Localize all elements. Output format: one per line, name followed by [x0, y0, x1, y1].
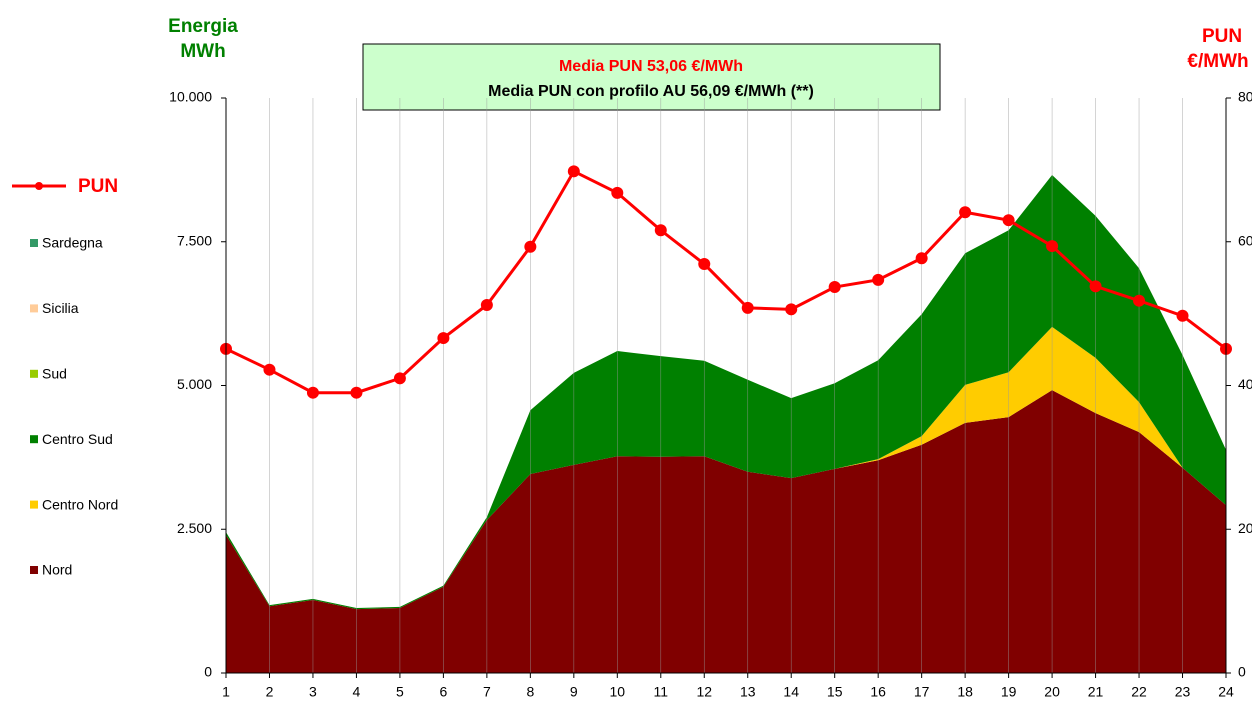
x-tick-label: 6 — [439, 684, 447, 700]
point — [1002, 214, 1015, 227]
x-tick-label: 3 — [309, 684, 317, 700]
y2-tick-label: 20 — [1238, 520, 1252, 536]
x-tick-label: 11 — [654, 684, 669, 700]
legend-swatch — [30, 435, 38, 444]
x-tick-label: 19 — [1001, 684, 1017, 700]
point — [480, 299, 493, 311]
x-tick-label: 16 — [870, 684, 886, 700]
line — [225, 169, 1227, 395]
y-axis-title: Energia — [168, 16, 238, 37]
point — [741, 301, 754, 314]
legend-swatch — [30, 500, 38, 509]
y2-tick-label: 60 — [1238, 232, 1252, 248]
point — [785, 303, 798, 316]
legend-swatch — [30, 304, 38, 313]
point — [828, 281, 841, 294]
y2-tick-label: 80 — [1238, 89, 1252, 105]
x-tick-label: 8 — [526, 684, 534, 700]
x-tick-label: 10 — [610, 684, 626, 700]
y-tick-label: 10.000 — [169, 89, 212, 105]
point — [698, 258, 711, 271]
legend-swatch — [30, 369, 38, 378]
legend-label: Nord — [42, 562, 72, 578]
x-tick-label: 14 — [783, 684, 799, 700]
point — [611, 186, 624, 199]
x-tick-label: 2 — [266, 684, 274, 700]
y2-axis-title: PUN — [1202, 26, 1242, 47]
legend-label: PUN — [78, 176, 118, 197]
legend-label: Centro Sud — [42, 431, 113, 447]
point — [959, 206, 972, 219]
point — [524, 240, 537, 253]
annotation: Media PUN 53,06 €/MWh — [559, 58, 743, 75]
area — [226, 175, 1226, 610]
point — [872, 273, 885, 286]
x-tick-label: 15 — [827, 684, 843, 700]
x-tick-label: 24 — [1218, 684, 1234, 700]
x-tick-label: 23 — [1175, 684, 1191, 700]
annotation-box — [362, 43, 941, 111]
x-tick-label: 17 — [914, 684, 930, 700]
x-tick-label: 12 — [696, 684, 712, 700]
point — [393, 372, 406, 385]
point — [567, 165, 580, 178]
x-tick-label: 13 — [740, 684, 756, 700]
y2-tick-label: 0 — [1238, 664, 1246, 680]
y2-axis-title: €/MWh — [1187, 51, 1248, 72]
point — [1089, 280, 1102, 293]
point — [654, 224, 667, 237]
x-tick-label: 22 — [1131, 684, 1147, 700]
legend-label: Sicilia — [42, 300, 79, 316]
legend-swatch — [30, 239, 38, 247]
annotation: Media PUN con profilo AU 56,09 €/MWh (**… — [488, 83, 814, 100]
x-tick-label: 1 — [222, 684, 230, 700]
point — [1133, 294, 1146, 307]
y-tick-label: 7.500 — [177, 232, 212, 248]
y-tick-label: 0 — [204, 664, 212, 680]
point — [263, 363, 276, 376]
legend-swatch — [30, 566, 38, 574]
x-tick-label: 7 — [483, 684, 491, 700]
point — [350, 386, 363, 399]
point — [437, 332, 450, 345]
x-tick-label: 21 — [1088, 684, 1104, 700]
x-tick-label: 18 — [957, 684, 973, 700]
x-tick-label: 9 — [570, 684, 578, 700]
y-tick-label: 2.500 — [177, 520, 212, 536]
x-tick-label: 4 — [353, 684, 361, 700]
x-tick-label: 5 — [396, 684, 404, 700]
y-axis-title: MWh — [180, 41, 225, 62]
y-tick-label: 5.000 — [177, 376, 212, 392]
legend-label: Sardegna — [42, 235, 103, 251]
point — [306, 386, 319, 399]
point — [915, 252, 928, 265]
area — [226, 326, 1226, 610]
x-tick-label: 20 — [1044, 684, 1060, 700]
legend-label: Sud — [42, 366, 67, 382]
point — [1046, 240, 1059, 253]
area — [226, 390, 1226, 673]
legend-marker — [35, 182, 43, 190]
point — [1176, 309, 1189, 322]
y2-tick-label: 40 — [1238, 376, 1252, 392]
legend-label: Centro Nord — [42, 496, 118, 512]
